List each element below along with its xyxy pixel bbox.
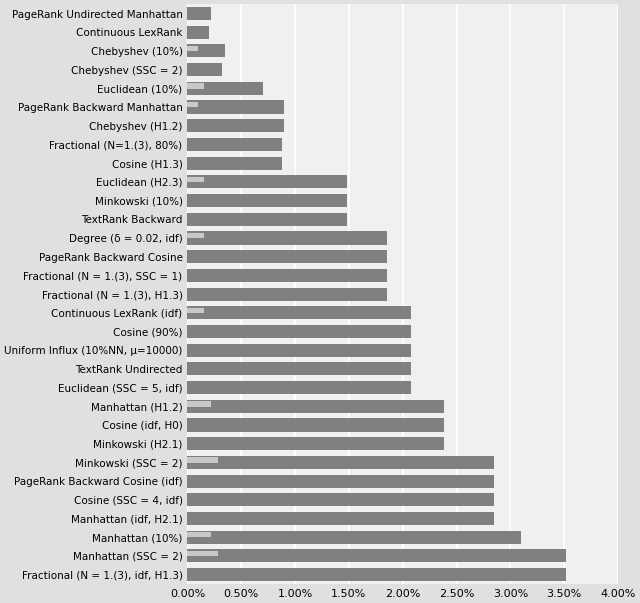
- Bar: [188, 400, 444, 413]
- Bar: [188, 82, 263, 95]
- Bar: [188, 458, 218, 463]
- Bar: [188, 102, 198, 107]
- Bar: [188, 532, 211, 537]
- Bar: [188, 232, 387, 244]
- Bar: [188, 177, 204, 182]
- Bar: [188, 269, 387, 282]
- Bar: [188, 119, 284, 132]
- Bar: [188, 344, 412, 357]
- Bar: [188, 250, 387, 263]
- Bar: [188, 45, 225, 57]
- Bar: [188, 362, 412, 376]
- Bar: [188, 493, 494, 507]
- Bar: [188, 531, 521, 544]
- Bar: [188, 325, 412, 338]
- Bar: [188, 138, 282, 151]
- Bar: [188, 437, 444, 450]
- Bar: [188, 308, 204, 313]
- Bar: [188, 26, 209, 39]
- Bar: [188, 194, 347, 207]
- Bar: [188, 63, 222, 76]
- Bar: [188, 456, 494, 469]
- Bar: [188, 7, 211, 20]
- Bar: [188, 381, 412, 394]
- Bar: [188, 157, 282, 169]
- Bar: [188, 551, 218, 556]
- Bar: [188, 418, 444, 432]
- Bar: [188, 233, 204, 238]
- Bar: [188, 175, 347, 188]
- Bar: [188, 402, 211, 406]
- Bar: [188, 549, 566, 563]
- Bar: [188, 512, 494, 525]
- Bar: [188, 568, 566, 581]
- Bar: [188, 101, 284, 113]
- Bar: [188, 83, 204, 89]
- Bar: [188, 306, 412, 320]
- Bar: [188, 46, 198, 51]
- Bar: [188, 475, 494, 488]
- Bar: [188, 213, 347, 226]
- Bar: [188, 288, 387, 301]
